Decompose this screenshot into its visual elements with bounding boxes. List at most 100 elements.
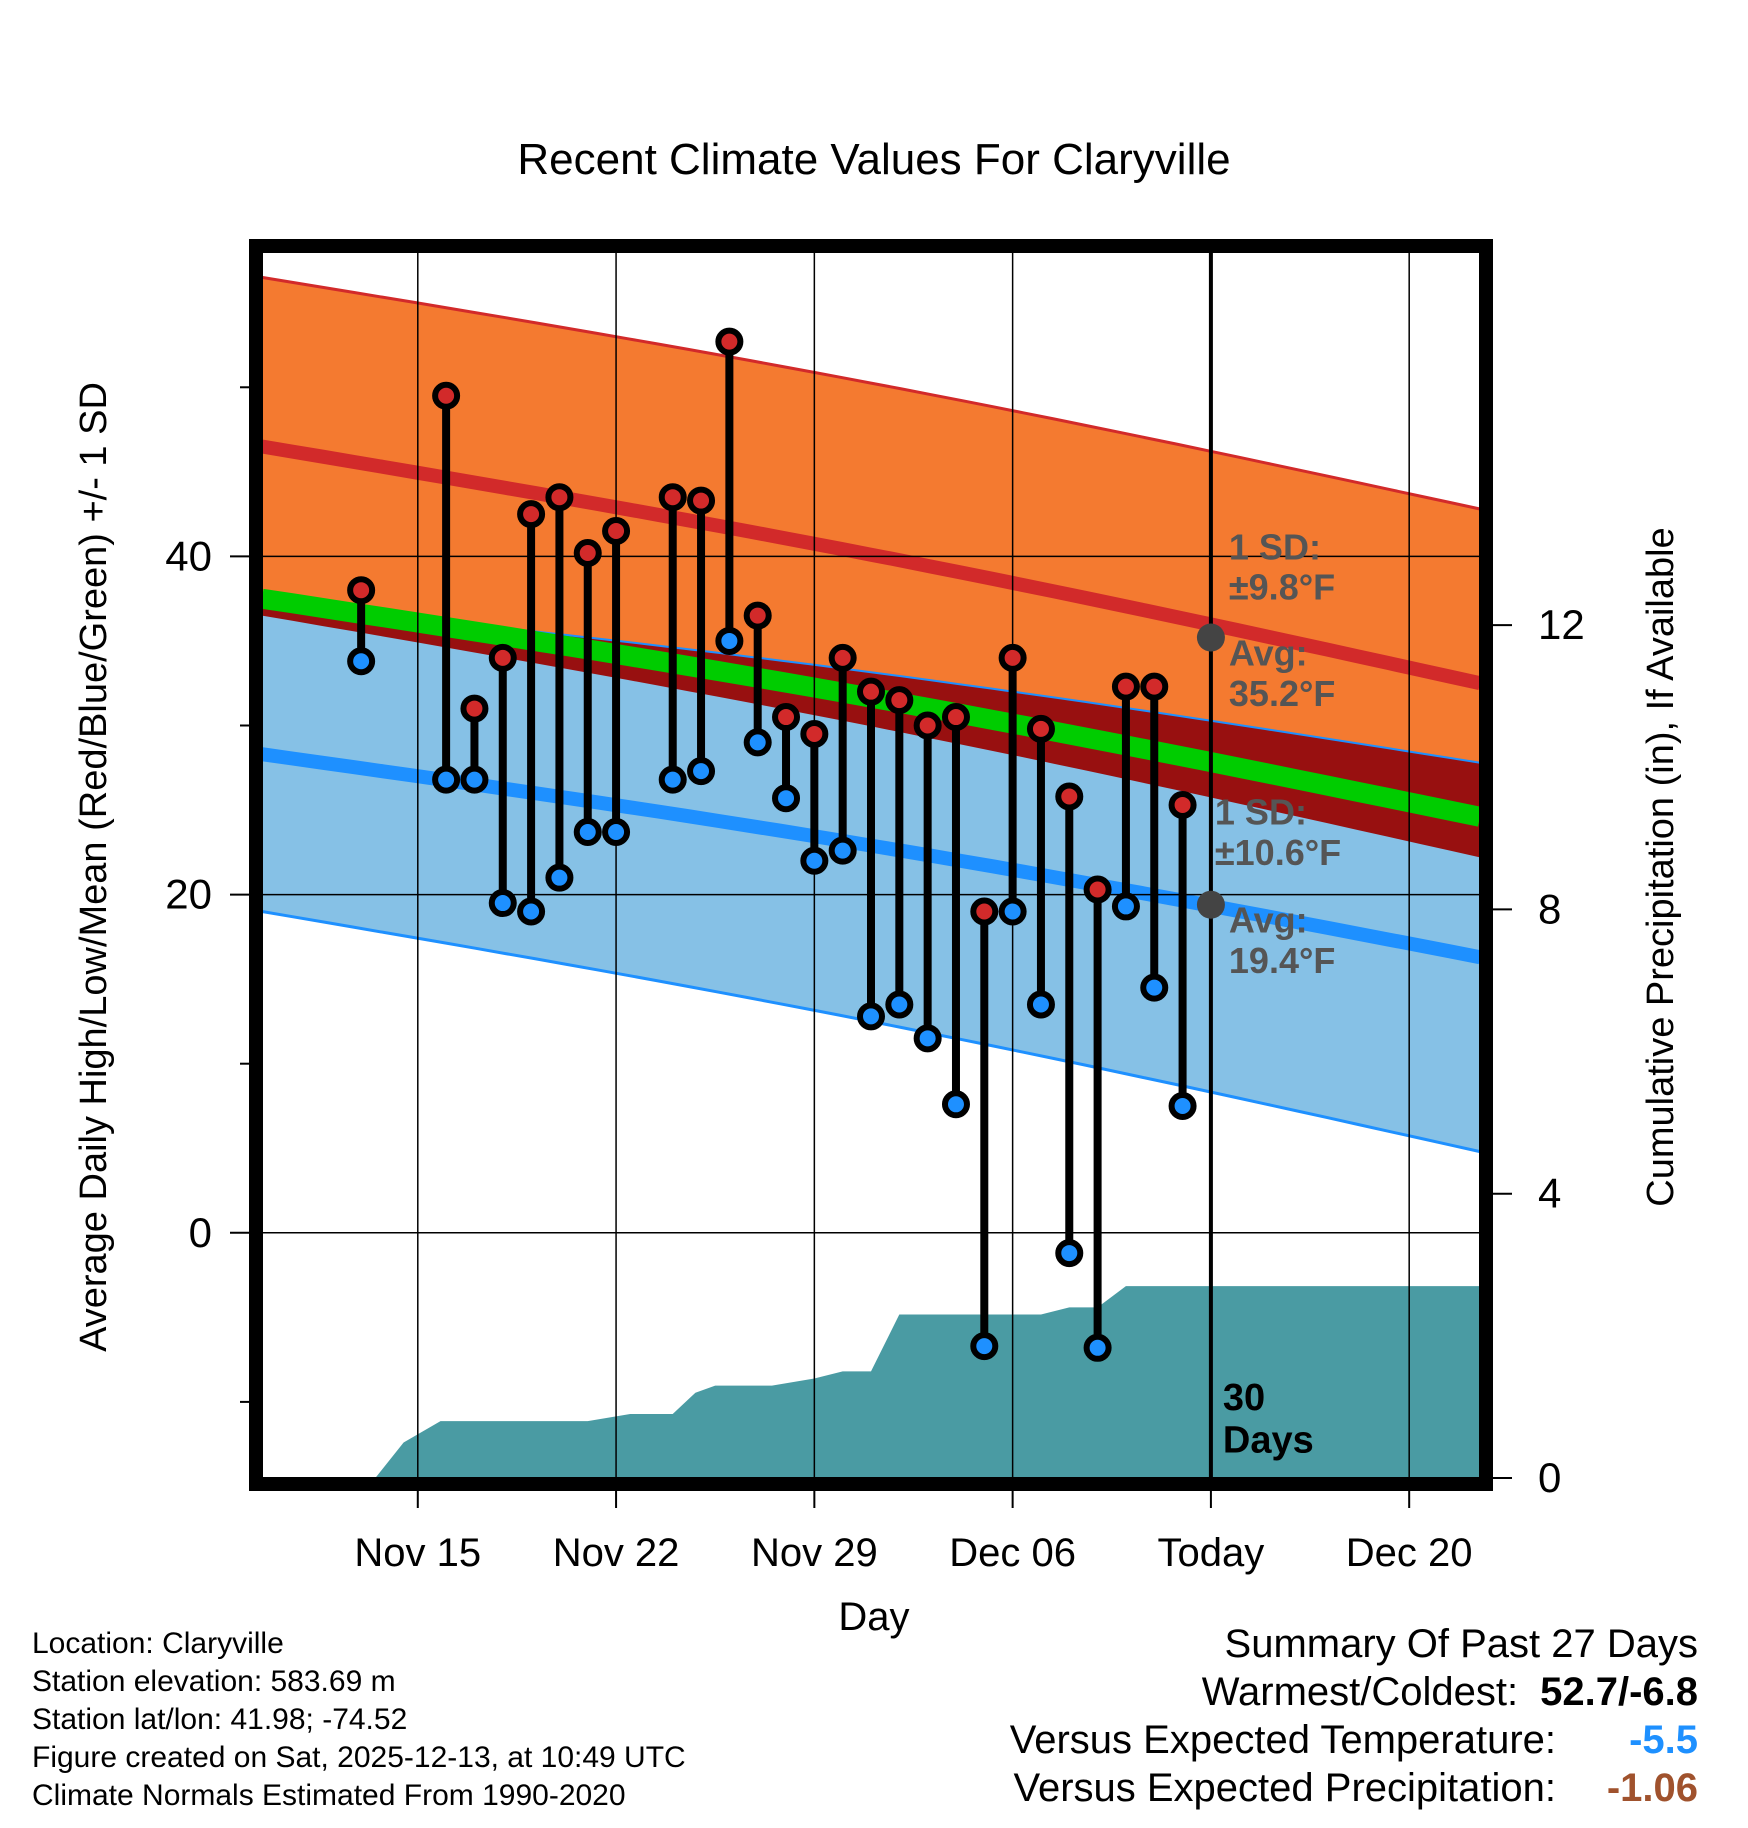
precip-label: Versus Expected Precipitation: bbox=[1013, 1766, 1556, 1810]
summary-title: Summary Of Past 27 Days bbox=[1224, 1622, 1698, 1666]
x-tick-label: Nov 29 bbox=[751, 1531, 878, 1575]
elevation-text: Station elevation: 583.69 m bbox=[32, 1665, 396, 1698]
temp-label: Versus Expected Temperature: bbox=[1009, 1718, 1556, 1762]
warm-cold-label: Warmest/Coldest: bbox=[1201, 1670, 1519, 1714]
daily-low-point bbox=[828, 836, 857, 865]
daily-high-point bbox=[658, 483, 687, 512]
created-text: Figure created on Sat, 2025-12-13, at 10… bbox=[32, 1741, 686, 1774]
annotation-low-avg: Avg: 19.4°F bbox=[1229, 900, 1335, 981]
daily-high-point bbox=[743, 601, 772, 630]
precip-value: -1.06 bbox=[1606, 1766, 1698, 1810]
station-info: Location: Claryville Station elevation: … bbox=[32, 1625, 686, 1815]
normals-text: Climate Normals Estimated From 1990-2020 bbox=[32, 1779, 626, 1812]
daily-low-point bbox=[1111, 892, 1140, 921]
annotation-line: ±9.8°F bbox=[1229, 567, 1335, 608]
temp-value: -5.5 bbox=[1629, 1718, 1698, 1762]
y-axis-label: Average Daily High/Low/Mean (Red/Blue/Gr… bbox=[73, 382, 115, 1352]
daily-high-point bbox=[545, 483, 574, 512]
daily-low-point bbox=[1168, 1091, 1197, 1120]
daily-high-point bbox=[1168, 790, 1197, 819]
x-axis-label: Day bbox=[838, 1595, 909, 1639]
location-text: Location: Claryville bbox=[32, 1627, 284, 1660]
daily-low-point bbox=[1055, 1239, 1084, 1268]
low-avg-dot bbox=[1196, 890, 1225, 919]
y-tick-label: 20 bbox=[165, 871, 212, 918]
warm-cold-value: 52.7/-6.8 bbox=[1540, 1670, 1698, 1714]
daily-high-point bbox=[602, 517, 631, 546]
y2-tick-label: 0 bbox=[1538, 1454, 1561, 1501]
summary-temp-row: Versus Expected Temperature: -5.5 bbox=[1010, 1716, 1698, 1764]
daily-low-point bbox=[658, 765, 687, 794]
daily-low-point bbox=[602, 818, 631, 847]
annotation-high-avg: Avg: 35.2°F bbox=[1229, 633, 1335, 714]
annotation-low-sd: 1 SD: ±10.6°F bbox=[1215, 792, 1341, 873]
daily-high-point bbox=[941, 703, 970, 732]
daily-low-point bbox=[800, 846, 829, 875]
y-tick-label: 0 bbox=[189, 1209, 212, 1256]
daily-high-point bbox=[573, 539, 602, 568]
daily-low-point bbox=[460, 765, 489, 794]
daily-low-point bbox=[687, 757, 716, 786]
x-tick-label: Today bbox=[1158, 1531, 1265, 1575]
daily-low-point bbox=[1140, 973, 1169, 1002]
summary-warm-cold-row: Warmest/Coldest: 52.7/-6.8 bbox=[1010, 1668, 1698, 1716]
annotation-line: 1 SD: bbox=[1229, 526, 1321, 567]
x-tick-label: Dec 06 bbox=[949, 1531, 1076, 1575]
daily-low-point bbox=[347, 647, 376, 676]
daily-low-point bbox=[573, 818, 602, 847]
plot-frame bbox=[249, 239, 1493, 1491]
daily-high-point bbox=[998, 643, 1027, 672]
daily-high-point bbox=[828, 643, 857, 672]
high-sd-band bbox=[262, 277, 1480, 858]
daily-low-point bbox=[998, 897, 1027, 926]
daily-low-point bbox=[941, 1090, 970, 1119]
annotation-line: ±10.6°F bbox=[1215, 832, 1341, 873]
daily-high-point bbox=[488, 643, 517, 672]
annotation-line: 1 SD: bbox=[1215, 792, 1307, 833]
daily-low-point bbox=[913, 1024, 942, 1053]
daily-high-point bbox=[1083, 875, 1112, 904]
summary-panel: Summary Of Past 27 Days Warmest/Coldest:… bbox=[1010, 1620, 1698, 1812]
annotation-line: Avg: bbox=[1229, 633, 1308, 674]
y2-tick-label: 12 bbox=[1538, 601, 1585, 648]
daily-high-point bbox=[913, 711, 942, 740]
daily-high-point bbox=[800, 719, 829, 748]
daily-low-point bbox=[1026, 990, 1055, 1019]
daily-low-point bbox=[1083, 1333, 1112, 1362]
daily-high-point bbox=[885, 686, 914, 715]
summary-precip-row: Versus Expected Precipitation: -1.06 bbox=[1010, 1764, 1698, 1812]
daily-high-point bbox=[772, 703, 801, 732]
daily-high-point bbox=[857, 677, 885, 706]
chart-title: Recent Climate Values For Claryville bbox=[517, 135, 1230, 184]
daily-high-point bbox=[432, 381, 461, 410]
x-tick-label: Nov 15 bbox=[354, 1531, 481, 1575]
annotation-line: Avg: bbox=[1229, 900, 1308, 941]
daily-low-point bbox=[488, 889, 517, 918]
annotation-high-sd: 1 SD: ±9.8°F bbox=[1229, 526, 1335, 607]
daily-low-point bbox=[517, 897, 546, 926]
daily-low-point bbox=[432, 765, 461, 794]
daily-low-point bbox=[743, 728, 772, 757]
x-tick-label: Nov 22 bbox=[553, 1531, 680, 1575]
annotation-line: 35.2°F bbox=[1229, 673, 1335, 714]
x-tick-label: Dec 20 bbox=[1346, 1531, 1473, 1575]
y-tick-label: 40 bbox=[165, 532, 212, 579]
annotation-line: 30 bbox=[1223, 1377, 1265, 1419]
daily-high-point bbox=[687, 486, 716, 515]
daily-low-point bbox=[715, 626, 744, 655]
latlon-text: Station lat/lon: 41.98; -74.52 bbox=[32, 1703, 408, 1736]
daily-high-point bbox=[347, 576, 376, 605]
daily-low-point bbox=[772, 784, 801, 813]
daily-high-point bbox=[517, 500, 546, 529]
daily-high-point bbox=[1055, 782, 1084, 811]
overlap-band bbox=[262, 602, 1480, 858]
annotation-line: 19.4°F bbox=[1229, 940, 1335, 981]
daily-low-point bbox=[970, 1332, 999, 1361]
high-normal-line bbox=[260, 439, 1482, 691]
annotation-line: Days bbox=[1223, 1420, 1314, 1462]
daily-low-point bbox=[545, 863, 574, 892]
daily-high-point bbox=[1111, 672, 1140, 701]
y2-axis-label: Cumulative Precipitation (in), If Availa… bbox=[1640, 527, 1682, 1206]
daily-low-point bbox=[885, 990, 914, 1019]
